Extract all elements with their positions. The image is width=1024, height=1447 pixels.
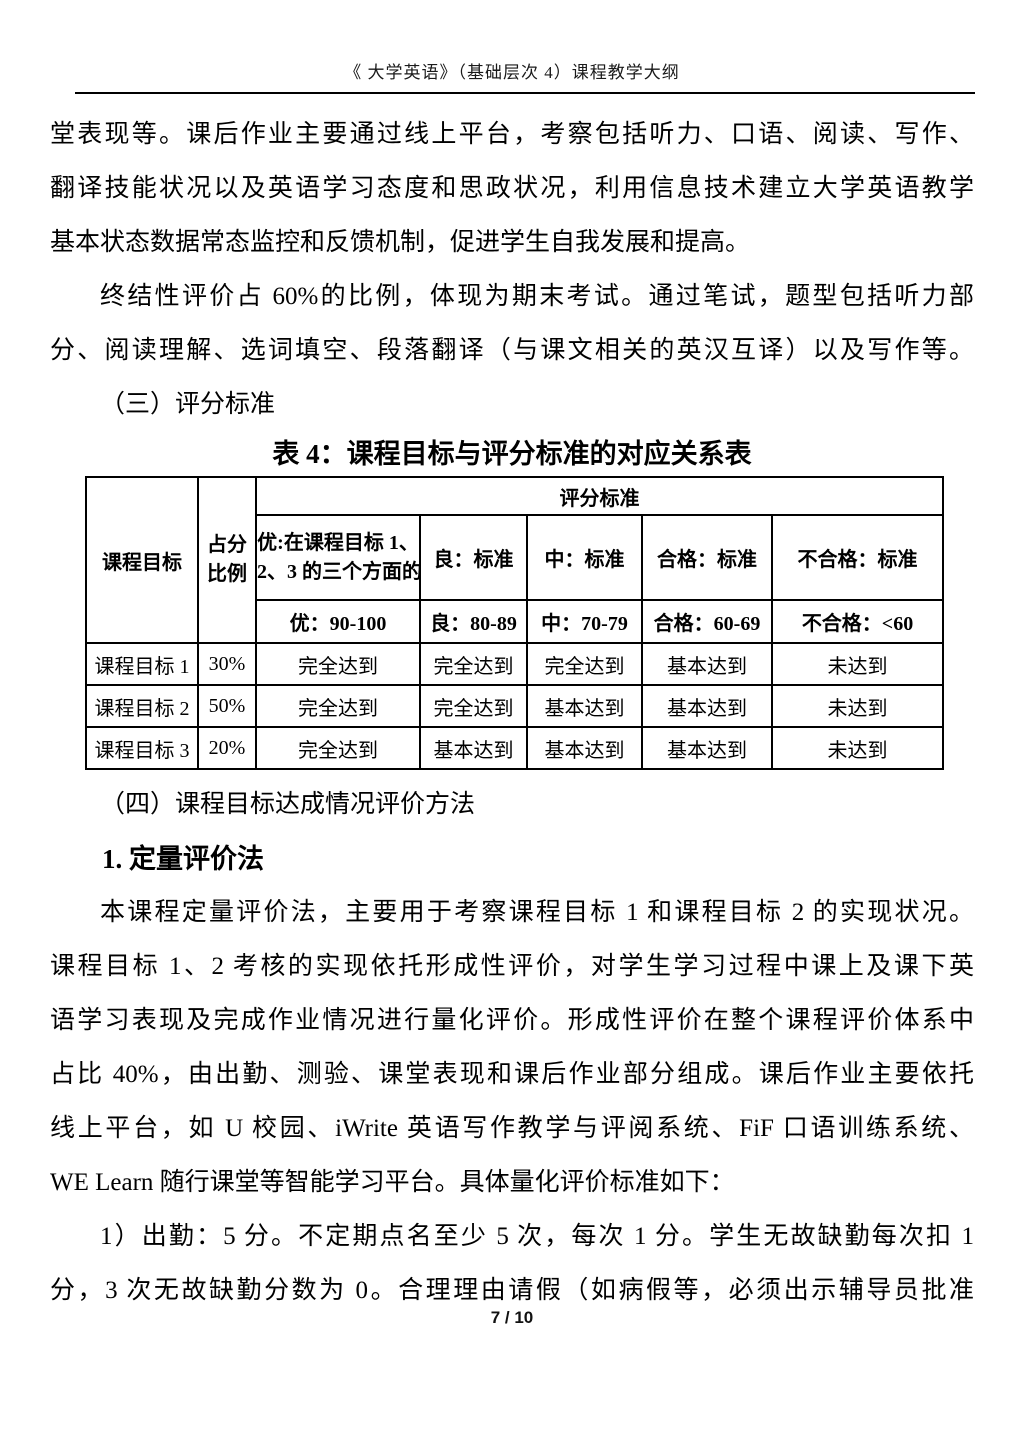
paragraph-summative-eval: 终结性评价占 60%的比例，体现为期末考试。通过笔试，题型包括听力部 分、阅读理…: [50, 270, 974, 378]
text-line: 基本状态数据常态监控和反馈机制，促进学生自我发展和提高。: [50, 229, 751, 256]
subsection-heading-3: （三）评分标准: [100, 391, 276, 418]
medium-desc-cell: 中：标准: [526, 514, 643, 601]
good-range-cell: 良：80-89: [419, 599, 528, 644]
desc-line: 优:在课程目标 1、: [257, 531, 419, 554]
running-header-title: 《 大学英语》（基础层次 4）课程教学大纲: [344, 63, 680, 82]
achievement-cell: 基本达到: [641, 726, 773, 770]
fail-desc-cell: 不合格：标准: [770, 514, 945, 601]
goal-cell: 课程目标 3: [85, 726, 199, 770]
achievement-cell: 完全达到: [255, 726, 421, 770]
achievement-cell: 完全达到: [419, 642, 528, 686]
achievement-cell: 基本达到: [419, 726, 528, 770]
achievement-cell: 基本达到: [526, 684, 643, 728]
table-row-goal-2: 课程目标 2 50% 完全达到 完全达到 基本达到 基本达到 未达到: [85, 684, 945, 728]
good-desc-cell: 良：标准: [419, 514, 528, 601]
text-line: 分、阅读理解、选词填空、段落翻译（与课文相关的英汉互译）以及写作等。: [50, 337, 974, 364]
excellent-range-cell: 优：90-100: [255, 599, 421, 644]
excellent-desc-cell: 优:在课程目标 1、 2、3 的三个方面的: [255, 514, 421, 601]
achievement-cell: 未达到: [770, 642, 945, 686]
text-line: WE Learn 随行课堂等智能学习平台。具体量化评价标准如下：: [50, 1169, 735, 1196]
text-line: 堂表现等。课后作业主要通过线上平台，考察包括听力、口语、阅读、写作、: [50, 121, 974, 148]
text-line: 线上平台，如 U 校园、iWrite 英语写作教学与评阅系统、FiF 口语训练系…: [50, 1115, 974, 1142]
achievement-cell: 基本达到: [526, 726, 643, 770]
table-header-row-range: 优：90-100 良：80-89 中：70-79 合格：60-69 不合格：<6…: [86, 599, 945, 644]
text-line: 语学习表现及完成作业情况进行量化评价。形成性评价在整个课程评价体系中: [50, 1007, 974, 1034]
achievement-cell: 完全达到: [526, 642, 643, 686]
table-header-row-desc: 优:在课程目标 1、 2、3 的三个方面的 良：标准 中：标准 合格：标准 不合…: [86, 514, 945, 601]
desc-line: 2、3 的三个方面的: [257, 560, 420, 583]
table-row-goal-3: 课程目标 3 20% 完全达到 基本达到 基本达到 基本达到 未达到: [85, 726, 945, 770]
text-line: 本课程定量评价法，主要用于考察课程目标 1 和课程目标 2 的实现状况。: [100, 899, 974, 926]
ratio-header-line: 比例: [207, 563, 247, 585]
table-caption: 表 4：课程目标与评分标准的对应关系表: [272, 439, 752, 469]
document-body: 堂表现等。课后作业主要通过线上平台，考察包括听力、口语、阅读、写作、 翻译技能状…: [50, 108, 974, 1318]
achievement-cell: 基本达到: [641, 642, 773, 686]
achievement-cell: 未达到: [770, 726, 945, 770]
ratio-cell: 50%: [197, 684, 257, 728]
section-heading-quantitative: 1. 定量评价法: [102, 844, 264, 874]
paragraph-attendance-rule: 1）出勤：5 分。不定期点名至少 5 次，每次 1 分。学生无故缺勤每次扣 1 …: [50, 1210, 974, 1318]
text-line: 终结性评价占 60%的比例，体现为期末考试。通过笔试，题型包括听力部: [100, 283, 974, 310]
achievement-cell: 未达到: [770, 684, 945, 728]
table-row-goal-1: 课程目标 1 30% 完全达到 完全达到 完全达到 基本达到 未达到: [85, 642, 945, 686]
ratio-header-cell: 占分 比例: [197, 476, 257, 644]
text-line: 课程目标 1、2 考核的实现依托形成性评价，对学生学习过程中课上及课下英: [50, 953, 974, 980]
paragraph-quantitative-method: 本课程定量评价法，主要用于考察课程目标 1 和课程目标 2 的实现状况。 课程目…: [50, 886, 974, 1210]
table-header-row-group: 课程目标 占分 比例 评分标准: [85, 476, 945, 644]
text-line: 分，3 次无故缺勤分数为 0。合理理由请假（如病假等，必须出示辅导员批准: [50, 1277, 974, 1304]
achievement-cell: 完全达到: [255, 642, 421, 686]
achievement-cell: 完全达到: [419, 684, 528, 728]
text-line: 占比 40%，由出勤、测验、课堂表现和课后作业部分组成。课后作业主要依托: [50, 1061, 974, 1088]
ratio-cell: 30%: [197, 642, 257, 686]
header-divider: [75, 92, 975, 94]
ratio-header-line: 占分: [207, 534, 247, 556]
grading-criteria-table: 课程目标 占分 比例 评分标准 优:在课程目标 1、 2、3 的三个方面的 良：…: [85, 476, 945, 770]
paragraph-formative-eval: 堂表现等。课后作业主要通过线上平台，考察包括听力、口语、阅读、写作、 翻译技能状…: [50, 108, 974, 270]
goal-header-cell: 课程目标: [85, 476, 199, 644]
goal-cell: 课程目标 1: [85, 642, 199, 686]
achievement-cell: 基本达到: [641, 684, 773, 728]
ratio-cell: 20%: [197, 726, 257, 770]
achievement-cell: 完全达到: [255, 684, 421, 728]
text-line: 1）出勤：5 分。不定期点名至少 5 次，每次 1 分。学生无故缺勤每次扣 1: [100, 1223, 974, 1250]
fail-range-cell: 不合格：<60: [770, 599, 945, 644]
pass-desc-cell: 合格：标准: [641, 514, 773, 601]
text-line: 翻译技能状况以及英语学习态度和思政状况，利用信息技术建立大学英语教学: [50, 175, 974, 202]
page-number: 7 / 10: [490, 1308, 534, 1327]
medium-range-cell: 中：70-79: [526, 599, 643, 644]
goal-cell: 课程目标 2: [85, 684, 199, 728]
pass-range-cell: 合格：60-69: [641, 599, 773, 644]
subsection-heading-4: （四）课程目标达成情况评价方法: [100, 791, 476, 818]
criteria-group-header-cell: 评分标准: [254, 476, 945, 516]
